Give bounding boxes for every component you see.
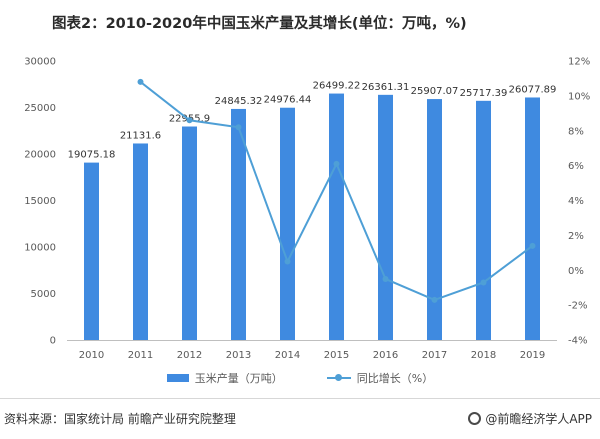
growth-line-series [137,78,536,303]
right-tick-label: 10% [568,91,590,102]
right-tick-label: -4% [568,336,587,347]
left-tick-label: 5000 [31,289,56,300]
bar-data-label: 24845.32 [215,96,263,107]
right-tick-label: 6% [568,161,584,172]
bar [476,100,491,340]
legend-item-production: 玉米产量（万吨） [166,370,283,386]
x-tick-label: 2010 [79,350,104,361]
bar [231,108,246,340]
bar-data-label: 19075.18 [68,150,116,161]
legend: 玉米产量（万吨） 同比增长（%） [0,370,600,386]
left-tick-label: 15000 [24,196,56,207]
right-tick-label: -2% [568,301,587,312]
bar [280,107,295,340]
source-note: 资料来源：国家统计局 前瞻产业研究院整理 [4,412,236,426]
x-tick-label: 2011 [128,350,153,361]
growth-point [529,242,536,249]
growth-point [431,296,438,303]
x-tick-label: 2015 [324,350,349,361]
x-tick-label: 2018 [471,350,496,361]
bar-data-label: 26499.22 [313,81,361,92]
brand-logo-icon [468,412,482,425]
legend-item-growth: 同比增长（%） [326,370,434,386]
bar [133,143,148,340]
brand-credit: @前瞻经济学人APP [468,410,592,427]
bar-data-label: 26361.31 [362,82,410,93]
growth-point [333,160,340,167]
right-tick-label: 0% [568,266,584,277]
bar [378,94,393,340]
x-tick-label: 2012 [177,350,202,361]
right-tick-label: 8% [568,126,584,137]
legend-line-swatch [326,373,351,383]
growth-point [284,258,291,265]
right-tick-label: 2% [568,231,584,242]
bar-data-label: 21131.6 [120,130,161,141]
bar [525,97,540,341]
bar [427,99,442,341]
growth-point [137,78,144,85]
left-tick-label: 20000 [24,150,56,161]
bar [182,126,197,340]
chart-title: 图表2：2010-2020年中国玉米产量及其增长(单位：万吨，%) [52,16,467,32]
footer-divider [0,398,600,399]
growth-point [235,124,242,131]
x-tick-label: 2013 [226,350,251,361]
x-tick-label: 2016 [373,350,398,361]
growth-point [480,279,487,286]
x-tick-label: 2017 [422,350,447,361]
bar [329,93,344,340]
x-tick-label: 2014 [275,350,300,361]
bar-data-label: 26077.89 [509,84,557,95]
x-tick-label: 2019 [520,350,545,361]
right-axis: -4% -2% 0% 2% 4% 6% 8% 10% 12% [568,57,590,347]
bar-data-label: 25907.07 [411,86,459,97]
bar-data-label: 24976.44 [264,95,312,106]
brand-label: @前瞻经济学人APP [485,412,592,426]
legend-production-label: 玉米产量（万吨） [194,372,283,385]
x-axis: 2010 2011 2012 2013 2014 2015 2016 2017 2018 2019 [67,340,557,361]
left-axis: 0 5000 10000 15000 20000 25000 30000 [24,57,56,347]
growth-point [382,275,389,282]
right-tick-label: 12% [568,57,590,68]
bar-data-label: 25717.39 [460,88,508,99]
left-tick-label: 25000 [24,103,56,114]
right-tick-label: 4% [568,196,584,207]
left-tick-label: 0 [50,336,56,347]
left-tick-label: 30000 [24,57,56,68]
legend-bar-swatch [166,374,189,382]
bar [84,162,99,340]
legend-growth-label: 同比增长（%） [356,372,434,385]
growth-point [186,117,193,124]
left-tick-label: 10000 [24,243,56,254]
